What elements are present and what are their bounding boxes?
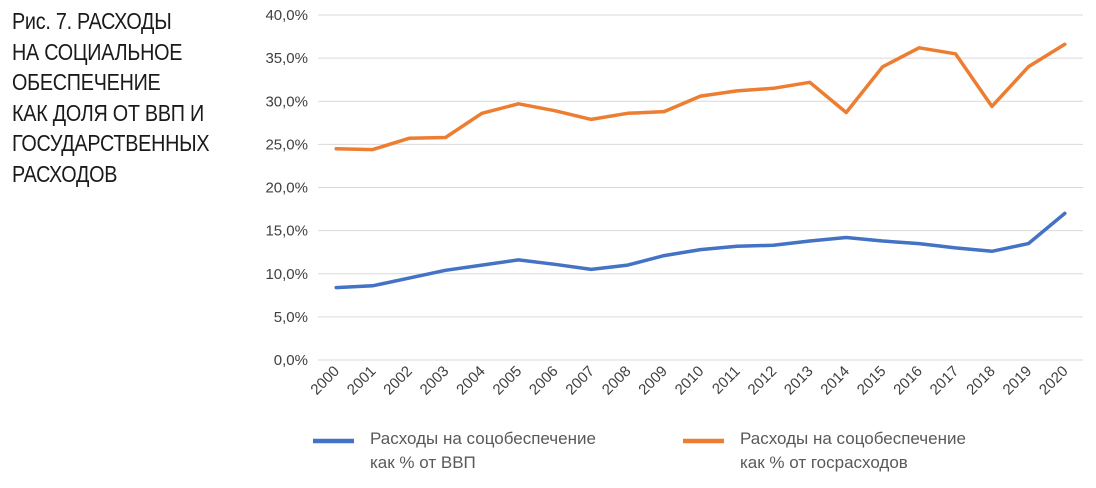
x-tick-label: 2014 bbox=[817, 363, 853, 399]
x-tick-label: 2000 bbox=[307, 363, 343, 399]
series-line-govspend bbox=[334, 42, 1067, 152]
legend: Расходы на соцобеспечение как % от ВВП Р… bbox=[313, 429, 966, 472]
x-tick-label: 2015 bbox=[854, 363, 890, 399]
x-tick-label: 2012 bbox=[745, 363, 781, 399]
y-tick-label: 30,0% bbox=[265, 93, 308, 110]
series-line-gdp bbox=[334, 211, 1067, 290]
x-tick-label: 2006 bbox=[526, 363, 562, 399]
legend-label-gdp-line1: Расходы на соцобеспечение bbox=[370, 429, 596, 448]
y-tick-label: 25,0% bbox=[265, 136, 308, 153]
x-tick-label: 2019 bbox=[1000, 363, 1036, 399]
y-tick-label: 10,0% bbox=[265, 266, 308, 283]
legend-label-govspend-line1: Расходы на соцобеспечение bbox=[740, 429, 966, 448]
figure-title-line: ОБЕСПЕЧЕНИЕ bbox=[12, 69, 161, 95]
y-tick-label: 5,0% bbox=[274, 309, 308, 326]
y-axis: 0,0% 5,0% 10,0% 15,0% 20,0% 25,0% 30,0% 35,0% 40… bbox=[265, 7, 308, 369]
x-tick-label: 2017 bbox=[927, 363, 963, 399]
x-tick-label: 2003 bbox=[417, 363, 453, 399]
x-tick-label: 2002 bbox=[380, 363, 416, 399]
series-lines bbox=[334, 42, 1067, 290]
legend-label-govspend-line2: как % от госрасходов bbox=[740, 453, 908, 472]
x-tick-label: 2009 bbox=[635, 363, 671, 399]
x-tick-label: 2011 bbox=[709, 363, 744, 398]
y-tick-label: 15,0% bbox=[265, 223, 308, 240]
x-tick-label: 2013 bbox=[781, 363, 817, 399]
x-tick-label: 2004 bbox=[453, 363, 489, 399]
legend-label-gdp-line2: как % от ВВП bbox=[370, 453, 476, 472]
x-tick-label: 2007 bbox=[562, 363, 598, 399]
figure-title-line: НА СОЦИАЛЬНОЕ bbox=[12, 38, 183, 65]
x-tick-label: 2005 bbox=[490, 363, 526, 399]
figure-title-line: РАСХОДОВ bbox=[12, 160, 118, 187]
x-tick-label: 2020 bbox=[1036, 363, 1072, 399]
figure-title-line: Рис. 7. РАСХОДЫ bbox=[12, 8, 172, 34]
figure-title: Рис. 7. РАСХОДЫ НА СОЦИАЛЬНОЕ ОБЕСПЕЧЕНИ… bbox=[12, 6, 218, 189]
figure-title-line: ГОСУДАРСТВЕННЫХ bbox=[12, 130, 210, 156]
y-tick-label: 35,0% bbox=[265, 50, 308, 67]
x-tick-label: 2001 bbox=[344, 363, 380, 399]
x-tick-label: 2016 bbox=[890, 363, 926, 399]
y-tick-label: 20,0% bbox=[265, 180, 308, 197]
x-tick-label: 2010 bbox=[672, 363, 708, 399]
x-tick-label: 2018 bbox=[963, 363, 999, 399]
y-tick-label: 0,0% bbox=[274, 352, 308, 369]
grid-lines bbox=[318, 14, 1083, 361]
figure-title-line: КАК ДОЛЯ ОТ ВВП И bbox=[12, 99, 204, 126]
x-axis: 2000 2001 2002 2003 2004 2005 2006 2007 2008 2009… bbox=[307, 363, 1071, 399]
y-tick-label: 40,0% bbox=[265, 7, 308, 24]
x-tick-label: 2008 bbox=[599, 363, 635, 399]
